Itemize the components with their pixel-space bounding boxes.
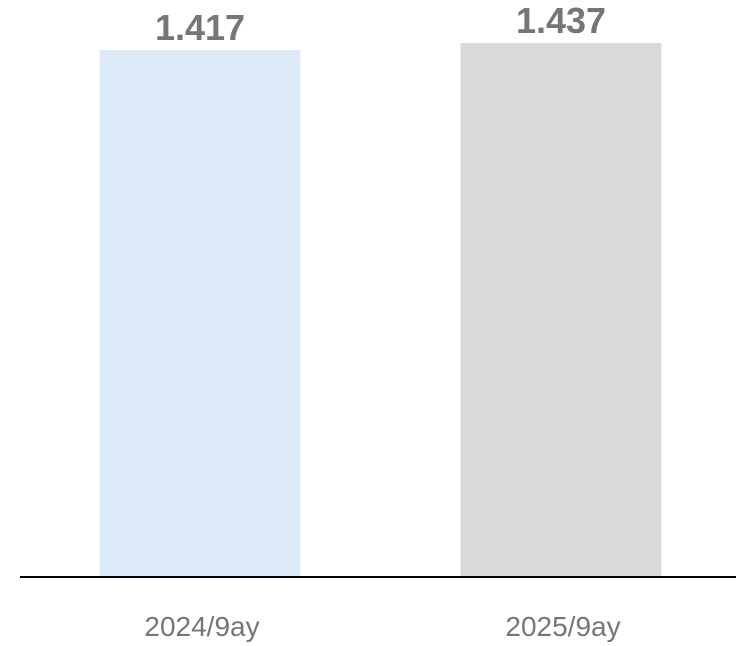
- value-labels-group: 1.417 1.437: [155, 0, 606, 48]
- x-tick-label-2: 2025/9ay: [505, 611, 620, 642]
- bars-group: [99, 43, 662, 577]
- x-tick-label-1: 2024/9ay: [144, 611, 259, 642]
- bar-value-label-1: 1.417: [155, 7, 245, 48]
- bar-1: [99, 50, 301, 577]
- bar-2: [460, 43, 662, 577]
- x-tick-labels-group: 2024/9ay 2025/9ay: [144, 611, 620, 642]
- bar-value-label-2: 1.437: [516, 0, 606, 41]
